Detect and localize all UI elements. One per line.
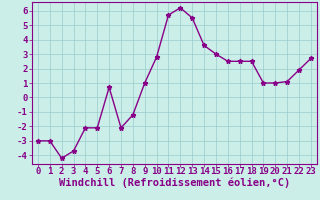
X-axis label: Windchill (Refroidissement éolien,°C): Windchill (Refroidissement éolien,°C): [59, 177, 290, 188]
